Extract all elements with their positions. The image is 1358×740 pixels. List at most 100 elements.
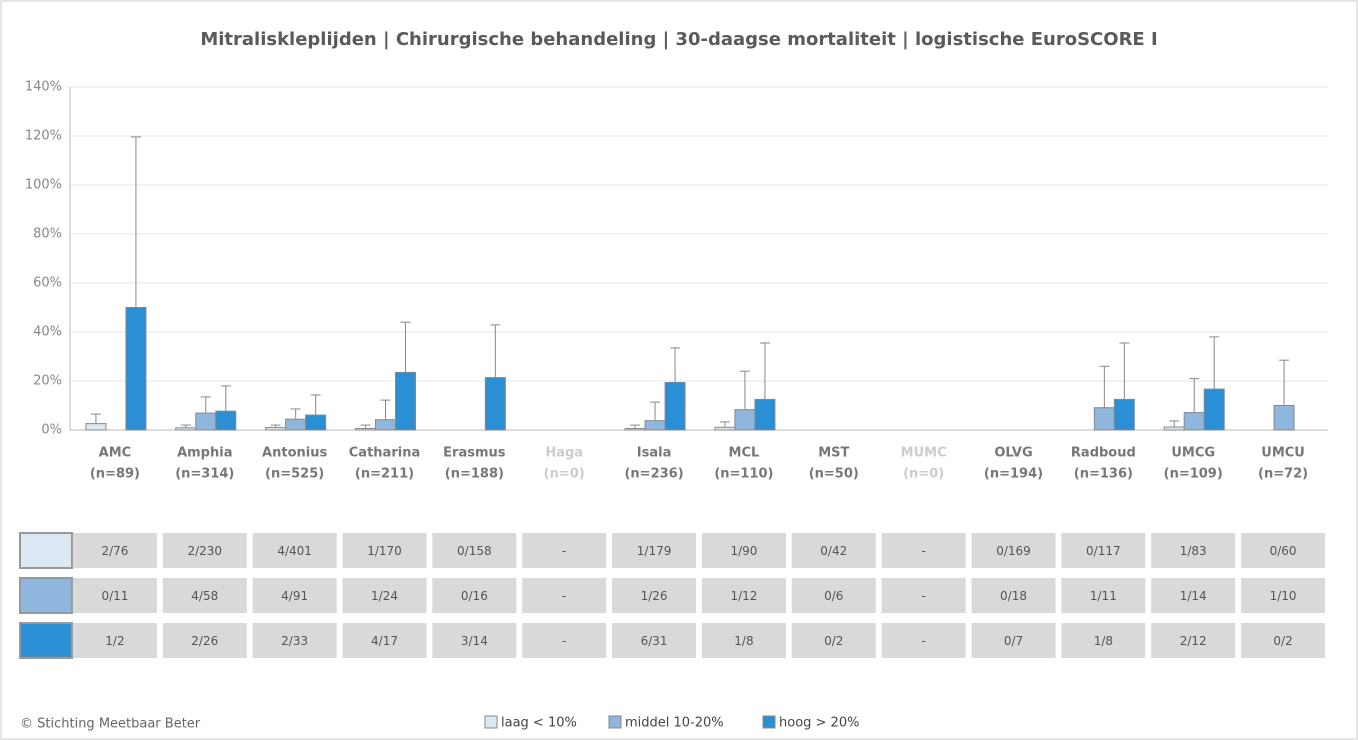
bar [375,419,396,431]
x-tick-count: (n=136) [1074,467,1133,482]
legend-swatch [608,715,622,729]
table-cell [252,578,337,613]
table-cell-text: 0/6 [824,589,843,603]
table-cell-text: 0/2 [824,634,843,648]
bar [175,427,197,431]
legend-swatch [762,715,776,729]
legend-label: hoog > 20% [779,716,859,731]
bar [734,409,756,431]
table-cell [522,533,607,568]
table-cell-text: 6/31 [641,634,668,648]
table-cell-text: - [921,544,925,558]
table-cell [342,623,427,658]
x-tick-count: (n=72) [1258,467,1308,482]
table-cell [881,578,966,613]
table-cell-text: 1/90 [730,544,757,558]
table-cell-text: 1/170 [367,544,402,558]
table-cell-text: 0/117 [1086,544,1121,558]
x-tick-count: (n=50) [809,467,859,482]
x-tick-count: (n=211) [355,467,414,482]
y-tick-label: 120% [25,129,62,144]
bar [125,307,147,431]
table-cell-text: 0/42 [820,544,847,558]
table-cell-text: 1/12 [730,589,757,603]
table-cell [701,623,786,658]
table-cell [881,623,966,658]
table-cell-text: 2/33 [281,634,308,648]
table-cell [522,623,607,658]
table-cell [522,578,607,613]
x-tick-label: Erasmus [443,446,506,461]
table-cell [612,623,697,658]
table-cell [72,578,157,613]
bar [484,377,506,431]
row-swatch [19,577,73,614]
bar [355,428,376,431]
table-cell-text: - [921,634,925,648]
x-tick-label: MUMC [901,446,947,461]
x-tick-label: AMC [99,446,132,461]
table-cell-text: 0/18 [1000,589,1027,603]
bar [265,427,287,431]
table-cell-text: - [562,589,566,603]
table-cell [1061,533,1146,568]
table-cell-text: 3/14 [461,634,488,648]
bar [1273,405,1295,431]
table-cell [162,623,247,658]
bar [644,420,666,431]
table-cell [252,533,337,568]
row-swatch [19,622,73,659]
legend-swatch [484,715,498,729]
table-cell-text: 1/8 [734,634,753,648]
table-cell [1061,578,1146,613]
x-tick-count: (n=314) [175,467,234,482]
table-cell-text: 0/158 [457,544,492,558]
x-tick-count: (n=525) [265,467,324,482]
table-cell-text: 4/91 [281,589,308,603]
table-cell-text: 2/76 [101,544,128,558]
bar [1163,426,1185,431]
table-cell-text: - [562,544,566,558]
table-cell [432,533,517,568]
legend-label: laag < 10% [501,716,577,731]
table-cell [342,578,427,613]
table-cell [1241,578,1326,613]
bar [305,414,327,431]
bar [285,418,307,431]
table-cell [1241,533,1326,568]
row-swatch [19,532,73,569]
x-tick-label: Isala [637,446,672,461]
table-cell-text: 4/58 [191,589,218,603]
y-tick-label: 140% [25,80,62,95]
bar [1183,412,1205,431]
x-tick-count: (n=0) [544,467,585,482]
table-cell [162,533,247,568]
table-cell [791,578,876,613]
y-tick-label: 0% [41,423,62,438]
bar [215,410,237,431]
table-cell [971,623,1056,658]
x-tick-label: MCL [729,446,760,461]
bar [1113,398,1135,431]
x-tick-label: Amphia [177,446,232,461]
table-cell-text: - [562,634,566,648]
table-cell [342,533,427,568]
bar [1203,388,1225,431]
x-tick-count: (n=109) [1164,467,1223,482]
x-tick-count: (n=236) [624,467,683,482]
table-cell-text: 1/2 [105,634,124,648]
table-cell [612,533,697,568]
bar [754,398,776,431]
table-cell-text: 1/11 [1090,589,1117,603]
table-cell [72,623,157,658]
table-cell-text: 4/401 [277,544,312,558]
table-cell [72,533,157,568]
table-cell [1151,578,1236,613]
table-cell-text: - [921,589,925,603]
table-cell [162,578,247,613]
chart-title: Mitraliskleplijden | Chirurgische behand… [200,29,1157,50]
table-cell-text: 1/14 [1180,589,1207,603]
bar [664,381,686,431]
y-tick-label: 80% [33,227,62,242]
